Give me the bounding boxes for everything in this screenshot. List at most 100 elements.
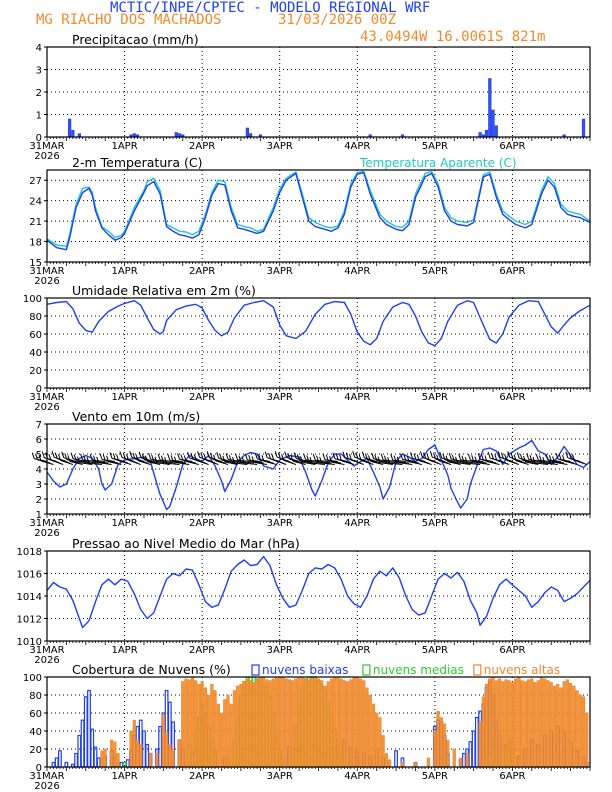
wind-barb-flag [200,452,204,459]
bar-nuvens-baixas [64,761,69,768]
wind-barb-flag [228,455,232,462]
bar-nuvens-altas [501,681,505,768]
bar-nuvens-altas [575,690,579,768]
station-coords: 43.0494W 16.0061S 821m [360,29,546,45]
wind-barb-flag [35,453,39,460]
wind-barb [244,462,258,465]
wind-barb [457,462,471,465]
bar-nuvens-altas [523,681,527,768]
wind-barb-flag [73,454,77,461]
series-line-pressao [46,555,591,629]
bar-nuvens-altas [426,757,431,768]
panel-clouds: 0 20 40 60 80 100 31MAR 1APR 2APR 3APR 4APR 5APR 6AP… [23,662,591,792]
x-tick-label: 31MAR [29,645,64,656]
wind-barb [367,459,381,464]
wind-barb-flag [416,454,420,461]
wind-barb-flag [316,455,319,462]
bar-precipitacao [245,127,250,138]
bar-nuvens-altas [568,682,573,768]
wind-barb-flag [445,455,449,462]
wind-barb [153,460,167,464]
bar-nuvens-altas [539,677,544,768]
wind-barb [483,459,497,464]
wind-barb-flag [390,454,394,461]
bar-nuvens-altas [514,678,518,768]
wind-barb [85,461,99,464]
x-tick-label: 5APR [422,518,448,529]
series-line-temperatura [46,171,591,251]
x-tick-label: 6APR [499,645,525,656]
bar-nuvens-altas [442,723,447,768]
wind-barb-flag [64,453,68,460]
wind-barb [173,460,187,464]
x-tick-label: 1APR [111,266,137,277]
y-tick-label: 1 [36,510,42,521]
y-tick-label: 2 [36,495,42,506]
wind-barb-flag [349,454,352,461]
bar-nuvens-altas [387,759,392,768]
wind-barb [263,460,277,465]
wind-barb [141,457,154,462]
bar-nuvens-altas [103,748,107,768]
wind-barb-flag [377,456,381,463]
wind-barb [399,462,413,465]
bar-nuvens-baixas [77,734,82,768]
bar-nuvens-altas [278,676,282,768]
y-tick-label: 27 [29,176,42,187]
wind-barb-flag [481,454,484,461]
series-line-umidade-relativa [46,300,591,347]
wind-barb-flag [477,453,481,460]
wind-barb [389,462,403,465]
y-tick-label: 20 [29,366,42,377]
panel-frame [46,46,591,138]
bar-nuvens-baixas [96,757,101,768]
wind-barb-flag [83,455,87,462]
x-tick-label: 5APR [422,392,448,403]
wind-barb-flag [119,451,123,458]
wind-barb-flag [222,455,226,463]
x-tick-label: 5APR [422,645,448,656]
wind-barb [160,459,174,462]
wind-barb [240,461,254,464]
bar-nuvens-altas [578,694,582,768]
bar-nuvens-altas [297,676,301,768]
bar-nuvens-altas [100,750,104,768]
x-tick-label: 3APR [267,518,293,529]
bar-nuvens-altas [329,678,334,768]
bar-nuvens-altas [413,762,418,768]
x-tick-label: 6APR [499,518,525,529]
wind-barb-flag [241,456,245,464]
wind-barb-flag [173,456,177,463]
bar-nuvens-altas [249,680,253,768]
wind-barb [237,459,251,462]
wind-barb-flag [293,452,297,459]
bar-nuvens-altas [452,748,456,768]
wind-barb-flag [126,454,129,461]
bar-nuvens-altas [494,680,498,768]
bar-nuvens-baixas [87,689,91,768]
bar-nuvens-altas [320,680,324,768]
y-tick-label: 2 [36,88,42,99]
panel-frame [46,423,591,515]
wind-barb-flag [500,452,504,459]
y-tick-label: 80 [29,691,42,702]
wind-barb [234,462,248,465]
wind-barb-flag [170,455,174,462]
wind-barb-flag [264,451,268,458]
bar-nuvens-altas [155,753,159,768]
x-tick-label: 3APR [267,266,293,277]
wind-barb-flag [89,454,93,461]
bar-nuvens-altas [572,685,576,768]
x-axis-year: 2026 [34,276,59,287]
bar-nuvens-altas [242,681,246,768]
x-axis-year: 2026 [34,528,59,539]
wind-barb [166,462,180,465]
wind-barb-flag [106,455,110,462]
y-tick-label: 21 [29,217,42,228]
wind-barb [95,461,109,464]
bar-nuvens-altas [313,676,317,768]
wind-barb [473,460,487,464]
panel-wind: 1 2 3 4 5 6 7 31MAR 1APR 2APR 3APR 4APR 5APR 6APR 2026… [29,409,591,539]
y-tick-label: 5 [36,450,42,461]
